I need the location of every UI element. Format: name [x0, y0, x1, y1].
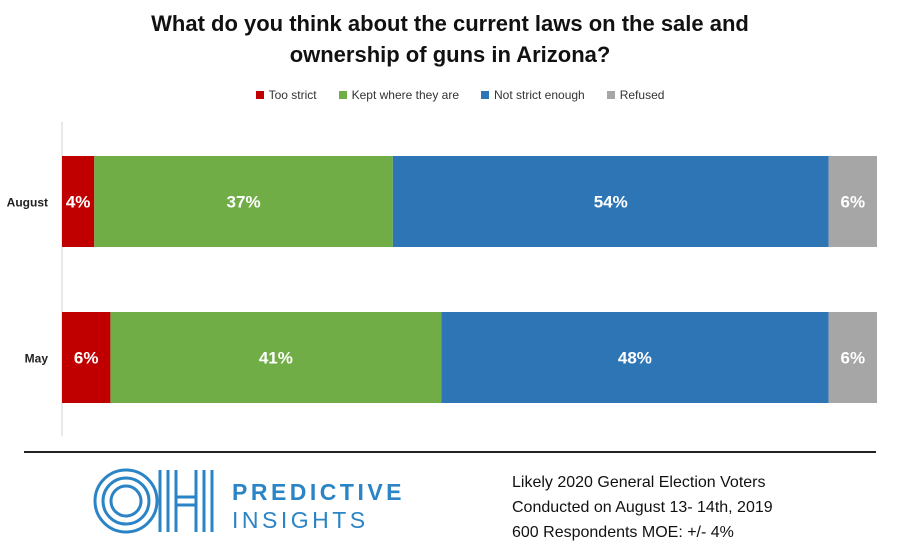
- data-label: 37%: [227, 193, 261, 212]
- data-label: 6%: [74, 349, 99, 368]
- brand-line-1: PREDICTIVE: [232, 479, 406, 505]
- legend-label: Refused: [619, 88, 665, 102]
- legend-label: Not strict enough: [494, 88, 585, 102]
- bar-segment-august-0: [62, 156, 95, 247]
- category-label: May: [25, 352, 49, 366]
- data-label: 4%: [66, 193, 91, 212]
- chart-title-line-2: ownership of guns in Arizona?: [289, 42, 611, 67]
- legend-swatch: [255, 91, 264, 99]
- bar-segment-august-2: [392, 156, 829, 247]
- data-label: 48%: [618, 349, 652, 368]
- brand-name: PREDICTIVE INSIGHTS: [232, 478, 405, 534]
- legend-item-refused: Refused: [606, 88, 665, 102]
- legend-swatch: [481, 91, 489, 99]
- data-label: 6%: [841, 193, 866, 212]
- data-label: 41%: [259, 349, 293, 368]
- legend-label: Kept where they are: [351, 88, 459, 102]
- legend-label: Too strict: [268, 88, 317, 102]
- survey-note-population: Likely 2020 General Election Voters: [512, 474, 766, 491]
- survey-note-dates: Conducted on August 13- 14th, 2019: [512, 499, 773, 516]
- legend-swatch: [338, 91, 347, 99]
- brand-line-2: INSIGHTS: [232, 507, 369, 533]
- chart-legend: Too strict Kept where they are Not stric…: [200, 88, 720, 102]
- bar-segment-august-3: [828, 156, 877, 247]
- bar-segment-august-1: [94, 156, 393, 247]
- legend-swatch: [606, 91, 615, 99]
- legend-item-not-strict-enough: Not strict enough: [481, 88, 585, 102]
- bar-segment-may-2: [441, 312, 829, 403]
- bar-segment-may-3: [828, 312, 877, 403]
- survey-note-sample: 600 Respondents MOE: +/- 4%: [512, 524, 734, 541]
- bar-segment-may-1: [110, 312, 442, 403]
- data-label: 6%: [841, 349, 866, 368]
- legend-item-too-strict: Too strict: [255, 88, 317, 102]
- data-label: 54%: [594, 193, 628, 212]
- survey-notes: Likely 2020 General Election Voters Cond…: [512, 470, 773, 545]
- oh-logo-icon: [93, 468, 214, 534]
- legend-item-kept: Kept where they are: [338, 88, 459, 102]
- chart-title: What do you think about the current laws…: [60, 8, 840, 70]
- footer-divider: [24, 451, 876, 453]
- category-label: August: [7, 196, 48, 210]
- bar-segment-may-0: [62, 312, 111, 403]
- chart-title-line-1: What do you think about the current laws…: [151, 11, 749, 36]
